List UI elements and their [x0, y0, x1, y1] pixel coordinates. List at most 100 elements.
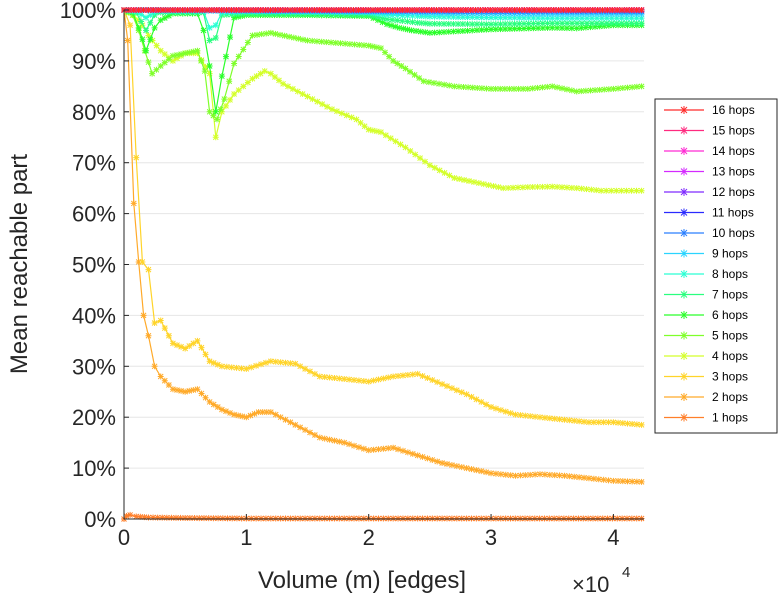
data-point [140, 7, 147, 13]
data-point [619, 22, 626, 29]
data-point [605, 477, 612, 484]
data-point [135, 7, 142, 13]
data-point [478, 26, 485, 33]
data-point [384, 16, 391, 23]
data-point [384, 21, 391, 28]
data-point [388, 22, 395, 29]
data-point [638, 83, 645, 90]
data-point [418, 7, 425, 13]
data-point [478, 468, 485, 475]
data-point [179, 7, 186, 13]
legend-swatch-marker [680, 290, 688, 299]
tick-labels: 0% 10% 20% 30% 40% 50% 60% 70% 80% 90% 100% 0 1 2 3 4 [60, 0, 620, 550]
data-point [379, 19, 386, 26]
data-point [578, 185, 585, 192]
data-point [492, 21, 499, 28]
data-point [212, 134, 219, 141]
data-point [173, 514, 179, 521]
data-point [365, 126, 372, 133]
data-point [227, 96, 234, 103]
data-point [404, 26, 411, 33]
data-point [306, 515, 313, 522]
data-point [355, 515, 362, 522]
data-point [492, 7, 499, 13]
data-point [507, 8, 514, 15]
data-point [169, 57, 176, 64]
data-point [527, 471, 534, 478]
data-point [633, 7, 640, 13]
data-point [239, 413, 246, 420]
data-point [360, 378, 367, 385]
data-point [638, 20, 645, 27]
data-point [615, 85, 622, 92]
data-point [421, 158, 428, 165]
data-point [231, 90, 238, 97]
data-point [413, 7, 420, 13]
data-point [404, 449, 411, 456]
data-point [375, 515, 382, 522]
data-point [579, 15, 586, 22]
data-point [243, 365, 250, 372]
data-point [370, 515, 377, 522]
data-point [233, 364, 240, 371]
data-point [441, 81, 448, 88]
data-point [190, 48, 197, 55]
data-point [576, 474, 583, 481]
data-point [458, 515, 465, 522]
data-point [512, 411, 519, 418]
data-point [426, 162, 433, 169]
data-point [453, 7, 460, 13]
data-point [569, 11, 576, 18]
data-point [258, 515, 265, 522]
data-point [455, 20, 462, 27]
legend-item: 8 hops [664, 267, 748, 281]
data-point [419, 453, 426, 460]
data-point [267, 409, 274, 416]
data-point [466, 178, 473, 185]
data-point [478, 398, 485, 405]
data-point [469, 84, 476, 91]
data-point [507, 515, 514, 522]
data-point [206, 24, 213, 31]
data-point [536, 8, 543, 15]
data-point [407, 68, 413, 75]
data-point [619, 478, 626, 485]
data-point [206, 37, 213, 44]
data-point [311, 7, 318, 13]
data-point [306, 368, 313, 375]
data-point [373, 44, 380, 51]
legend-swatch-marker [680, 393, 688, 401]
data-point [439, 515, 446, 522]
data-point [483, 515, 490, 522]
data-point [379, 15, 386, 22]
data-point [140, 312, 147, 319]
data-point [502, 14, 509, 21]
data-point [502, 471, 509, 478]
data-point [580, 515, 587, 522]
data-point [431, 164, 438, 171]
data-point [302, 515, 309, 522]
data-point [614, 515, 621, 522]
data-point [360, 515, 367, 522]
data-point [551, 515, 558, 522]
data-point [282, 7, 289, 13]
data-point [191, 515, 198, 522]
data-point [159, 514, 166, 521]
legend-item: 7 hops [664, 288, 748, 302]
data-point [316, 515, 323, 522]
legend-item: 16 hops [664, 103, 755, 117]
data-point [539, 25, 546, 32]
data-point [628, 20, 635, 27]
data-point [165, 332, 172, 339]
data-point [186, 342, 193, 349]
legend-swatch-marker [680, 311, 688, 319]
data-point [623, 20, 630, 27]
data-point [535, 25, 542, 32]
data-point [445, 28, 452, 35]
data-point [161, 325, 168, 332]
legend-label: 12 hops [712, 185, 755, 199]
data-point [395, 372, 402, 379]
data-point [229, 515, 236, 522]
data-point [417, 28, 424, 35]
data-point [267, 515, 274, 522]
